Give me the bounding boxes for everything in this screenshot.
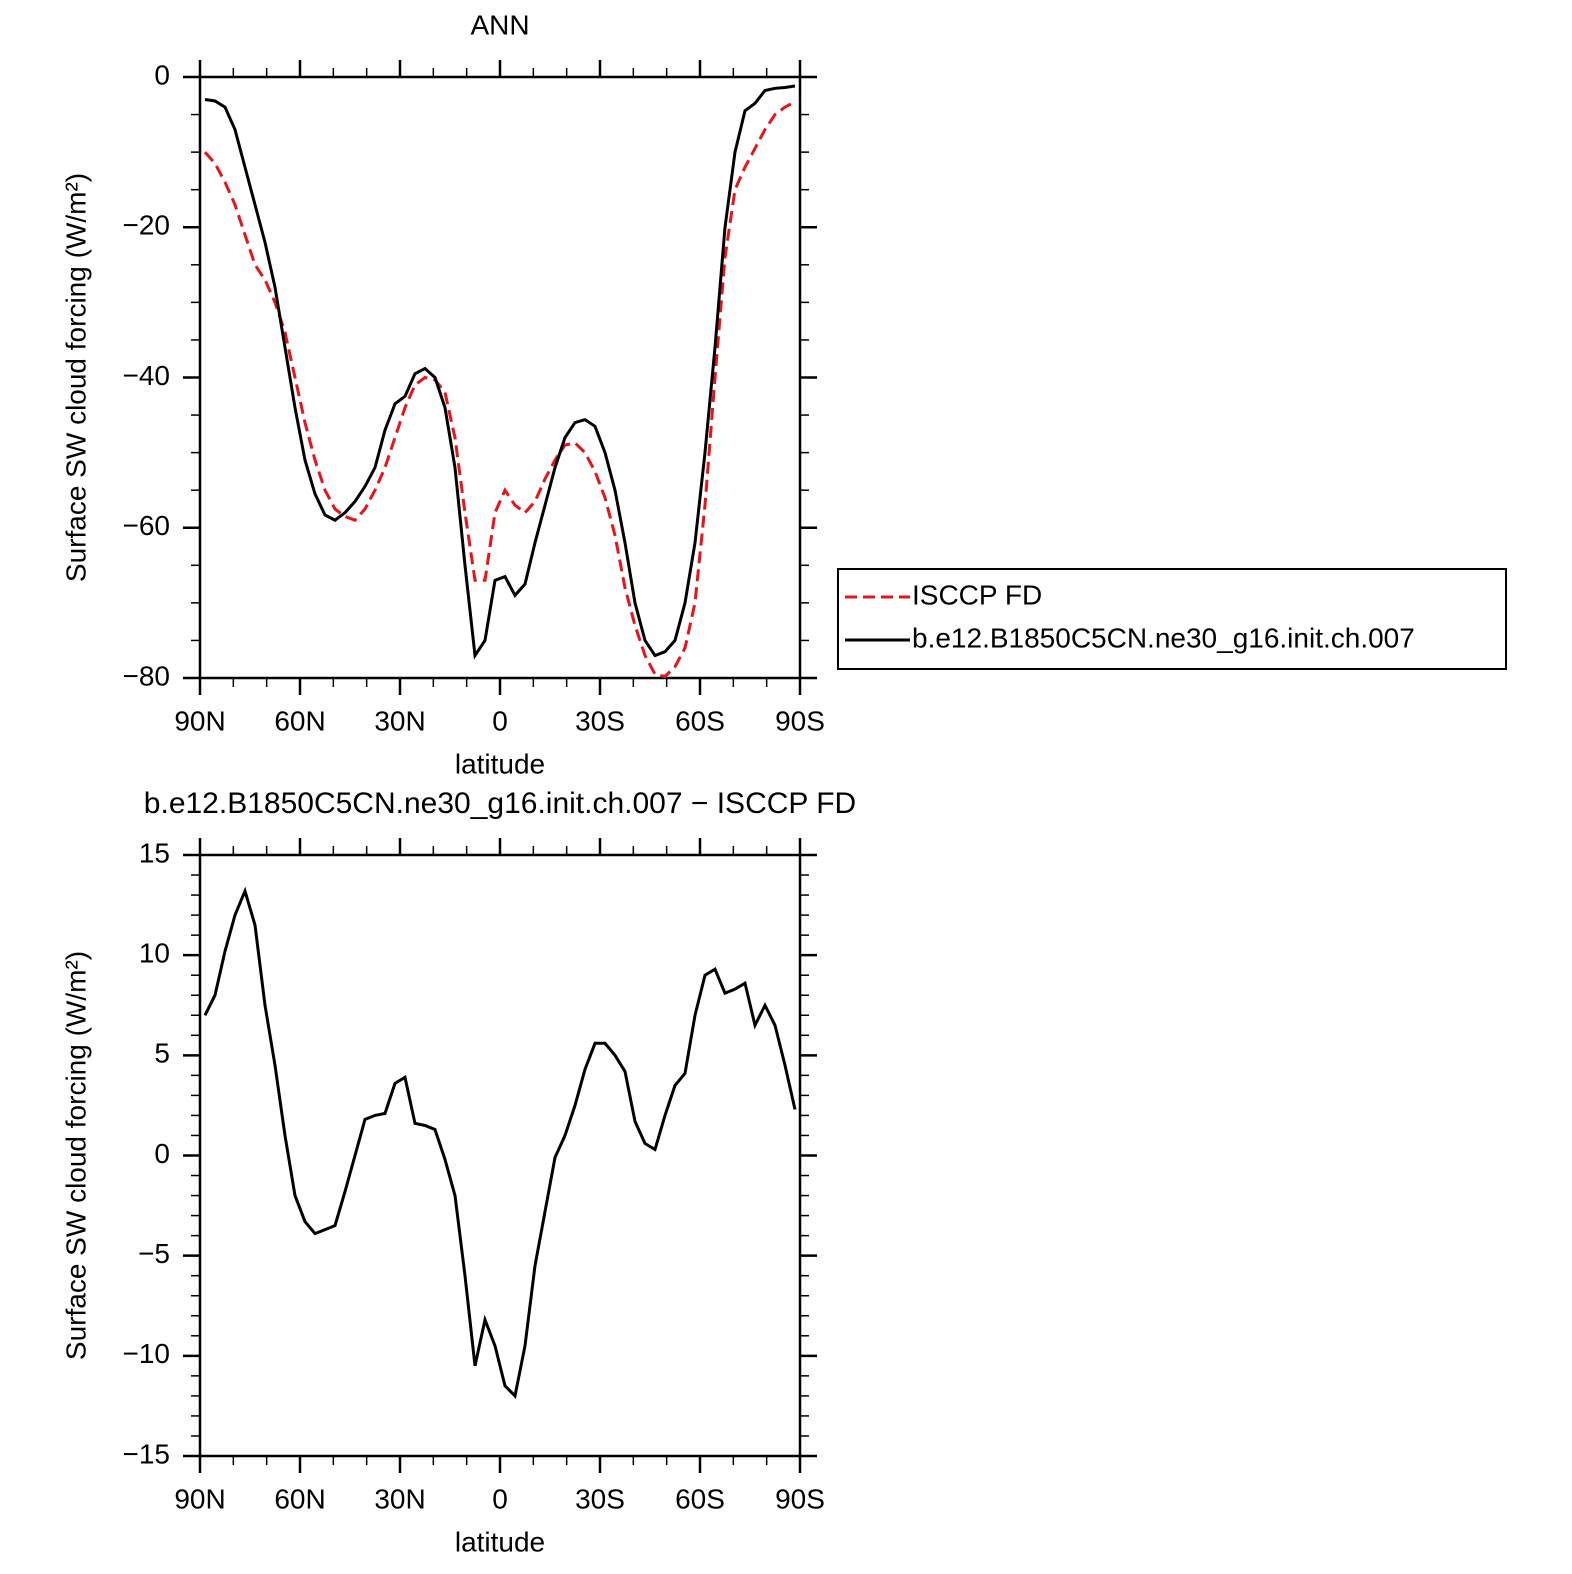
legend-box	[837, 568, 1507, 670]
x-tick-label: 30S	[575, 705, 625, 736]
y-axis-label: Surface SW cloud forcing (W/m²)	[60, 173, 91, 582]
x-tick-label: 0	[492, 705, 508, 736]
x-tick-label: 90S	[775, 1483, 825, 1514]
x-tick-label: 0	[492, 1483, 508, 1514]
y-tick-label: 5	[154, 1038, 170, 1069]
y-axis-label: Surface SW cloud forcing (W/m²)	[60, 951, 91, 1360]
legend-label: ISCCP FD	[912, 579, 1042, 610]
y-tick-label: −5	[138, 1238, 170, 1269]
y-tick-label: 0	[154, 59, 170, 90]
y-tick-label: −20	[123, 210, 171, 241]
y-tick-label: −10	[123, 1338, 171, 1369]
data-line	[203, 886, 797, 1399]
y-tick-label: −15	[123, 1438, 171, 1469]
x-tick-label: 60N	[274, 1483, 325, 1514]
x-tick-label: 30N	[374, 705, 425, 736]
x-tick-label: 30N	[374, 1483, 425, 1514]
legend-label: b.e12.B1850C5CN.ne30_g16.init.ch.007	[912, 622, 1415, 653]
x-axis-label: latitude	[455, 748, 545, 779]
x-tick-label: 60N	[274, 705, 325, 736]
x-tick-label: 60S	[675, 705, 725, 736]
y-tick-label: 15	[139, 837, 170, 868]
chart-title: ANN	[470, 9, 529, 40]
x-tick-label: 60S	[675, 1483, 725, 1514]
data-line	[203, 100, 796, 679]
x-tick-label: 30S	[575, 1483, 625, 1514]
y-tick-label: −60	[123, 510, 171, 541]
x-tick-label: 90N	[174, 1483, 225, 1514]
y-tick-label: 10	[139, 938, 170, 969]
x-axis-label: latitude	[455, 1526, 545, 1557]
data-line	[204, 84, 796, 660]
y-tick-label: −40	[123, 360, 171, 391]
chart-title: b.e12.B1850C5CN.ne30_g16.init.ch.007 − I…	[144, 787, 856, 820]
x-tick-label: 90N	[174, 705, 225, 736]
y-tick-label: 0	[154, 1138, 170, 1169]
x-tick-label: 90S	[775, 705, 825, 736]
y-tick-label: −80	[123, 660, 171, 691]
